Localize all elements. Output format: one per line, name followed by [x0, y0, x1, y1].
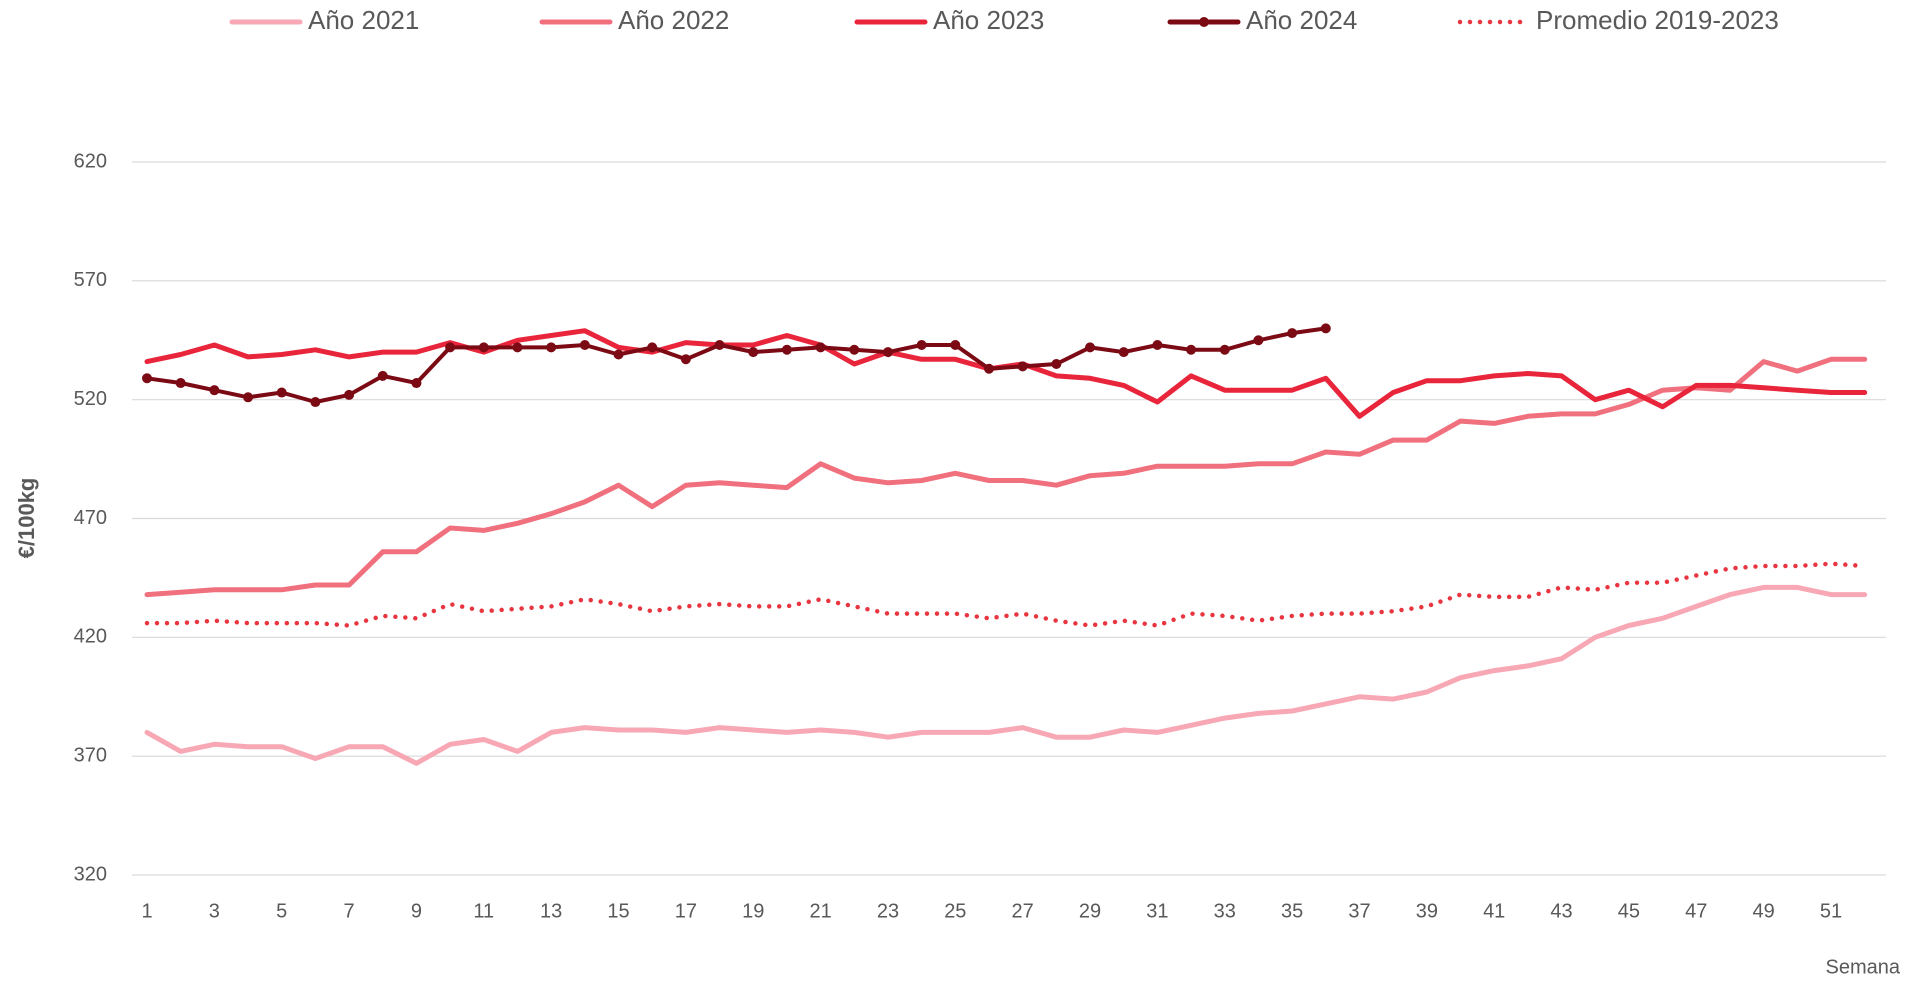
series-marker	[175, 378, 186, 389]
x-tick-label: 21	[809, 900, 831, 922]
series-marker	[714, 340, 725, 351]
series-marker	[512, 342, 523, 353]
x-tick-label: 11	[473, 900, 494, 922]
series-marker	[680, 354, 691, 365]
legend-label: Año 2023	[933, 5, 1044, 35]
x-tick-label: 39	[1416, 900, 1438, 922]
x-tick-label: 35	[1281, 900, 1303, 922]
series-marker	[613, 349, 624, 360]
x-tick-label: 43	[1550, 900, 1572, 922]
series-marker	[411, 378, 422, 389]
series-marker	[377, 370, 388, 381]
series-marker	[1085, 342, 1096, 353]
x-tick-label: 3	[209, 900, 220, 922]
series-marker	[916, 340, 927, 351]
y-tick-label: 520	[74, 388, 107, 410]
x-tick-label: 23	[877, 900, 899, 922]
x-tick-label: 25	[944, 900, 966, 922]
x-tick-label: 5	[276, 900, 287, 922]
x-tick-label: 31	[1146, 900, 1168, 922]
x-tick-label: 45	[1618, 900, 1640, 922]
series-marker	[647, 342, 658, 353]
legend-marker	[1199, 17, 1209, 27]
x-tick-label: 41	[1483, 900, 1505, 922]
series-marker	[344, 389, 355, 400]
x-tick-label: 7	[344, 900, 355, 922]
x-axis-label: Semana	[1826, 956, 1901, 978]
legend-label: Año 2021	[308, 5, 419, 35]
legend-label: Año 2022	[618, 5, 729, 35]
series-marker	[1287, 328, 1298, 339]
legend-label: Promedio 2019-2023	[1536, 5, 1779, 35]
x-tick-label: 1	[141, 900, 152, 922]
series-marker	[243, 392, 254, 403]
x-tick-label: 17	[675, 900, 697, 922]
x-tick-label: 9	[411, 900, 422, 922]
series-line	[144, 584, 1868, 766]
series-marker	[1152, 340, 1163, 351]
x-tick-label: 37	[1348, 900, 1370, 922]
legend-label: Año 2024	[1246, 5, 1357, 35]
series-line	[145, 326, 1328, 404]
y-tick-label: 320	[74, 863, 107, 885]
series-line	[144, 328, 1868, 419]
series-marker	[478, 342, 489, 353]
y-tick-label: 370	[74, 744, 107, 766]
series-marker	[546, 342, 557, 353]
series-marker	[849, 344, 860, 355]
series-marker	[748, 347, 759, 358]
x-tick-label: 29	[1079, 900, 1101, 922]
series-marker	[1186, 344, 1197, 355]
series-marker	[142, 373, 152, 384]
x-tick-label: 15	[607, 900, 629, 922]
y-tick-label: 420	[74, 626, 107, 648]
series-line	[144, 561, 1867, 628]
series-marker	[1219, 344, 1230, 355]
series-marker	[882, 347, 893, 358]
series-marker	[1017, 361, 1028, 372]
series-marker	[209, 385, 220, 396]
series-marker	[984, 363, 994, 374]
series-marker	[815, 342, 826, 353]
series-marker	[1320, 323, 1331, 334]
series-marker	[310, 397, 321, 408]
x-tick-label: 33	[1214, 900, 1236, 922]
x-tick-label: 13	[540, 900, 562, 922]
x-tick-label: 19	[742, 900, 764, 922]
x-tick-label: 49	[1753, 900, 1775, 922]
y-axis-label: €/100kg	[14, 478, 39, 559]
series-marker	[950, 340, 961, 351]
x-tick-label: 51	[1820, 900, 1842, 922]
series-marker	[276, 387, 287, 398]
y-tick-label: 620	[74, 150, 107, 172]
series-marker	[579, 340, 590, 351]
series-marker	[445, 342, 456, 353]
series-marker	[1253, 335, 1264, 346]
y-tick-label: 570	[74, 269, 107, 291]
y-tick-label: 470	[74, 507, 107, 529]
series-line	[144, 356, 1868, 598]
x-tick-label: 47	[1685, 900, 1707, 922]
series-marker	[781, 344, 792, 355]
series-marker	[1118, 347, 1129, 358]
series-marker	[1051, 359, 1062, 370]
x-tick-label: 27	[1012, 900, 1034, 922]
